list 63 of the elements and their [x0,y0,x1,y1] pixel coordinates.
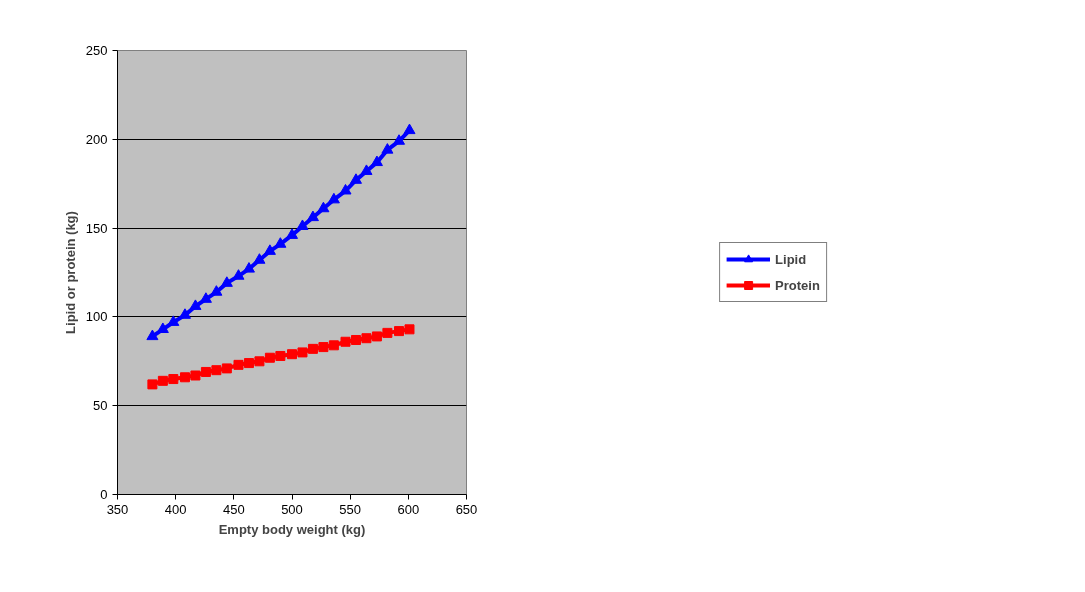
point [361,333,372,344]
point [297,347,308,358]
point [393,134,406,145]
point [243,358,254,369]
point [381,143,394,154]
point [382,327,393,338]
x-tick-label: 550 [339,501,362,517]
x-tick-label: 600 [397,501,420,517]
point [349,173,362,184]
legend-label: Lipid [775,251,807,267]
point [286,228,298,239]
x-tick-label: 400 [164,501,187,517]
point [242,262,255,273]
point [233,359,244,370]
point [327,192,340,204]
point [296,219,309,230]
point [200,366,211,377]
point [253,253,266,264]
point [211,365,222,376]
x-tick-label: 350 [106,501,129,517]
y-tick-label: 150 [85,220,108,236]
point [404,324,415,335]
y-tick-label: 50 [93,398,108,414]
point [403,123,416,135]
point [190,370,201,381]
point [350,334,361,345]
point [328,340,339,351]
point [189,299,202,310]
x-tick-label: 500 [281,501,303,517]
point [339,183,352,195]
point [254,356,265,367]
point [307,343,318,354]
point [317,201,330,213]
point [370,155,383,167]
point [157,375,168,386]
point [360,164,373,175]
point [167,315,180,326]
point [147,379,158,390]
x-axis-title: Empty body weight (kg) [218,521,366,537]
point [146,329,159,341]
point [263,244,276,255]
y-tick-label: 250 [85,43,108,58]
point [274,237,287,248]
y-tick-label: 100 [85,309,108,325]
y-tick-label: 200 [85,131,108,147]
point [287,349,297,360]
point [179,372,190,383]
x-tick-label: 450 [222,501,245,517]
y-axis-title: Lipid or protein (kg) [62,211,78,334]
point [221,363,232,374]
point [340,336,351,347]
point [275,350,286,361]
point [210,285,223,296]
point [220,276,233,287]
point [394,326,405,337]
x-tick-label: 650 [455,501,478,517]
point [168,374,179,385]
legend-label: Protein [775,277,820,293]
point [318,342,329,353]
point [264,352,275,363]
y-tick-label: 0 [100,487,108,502]
point [306,210,319,222]
point [371,331,382,342]
